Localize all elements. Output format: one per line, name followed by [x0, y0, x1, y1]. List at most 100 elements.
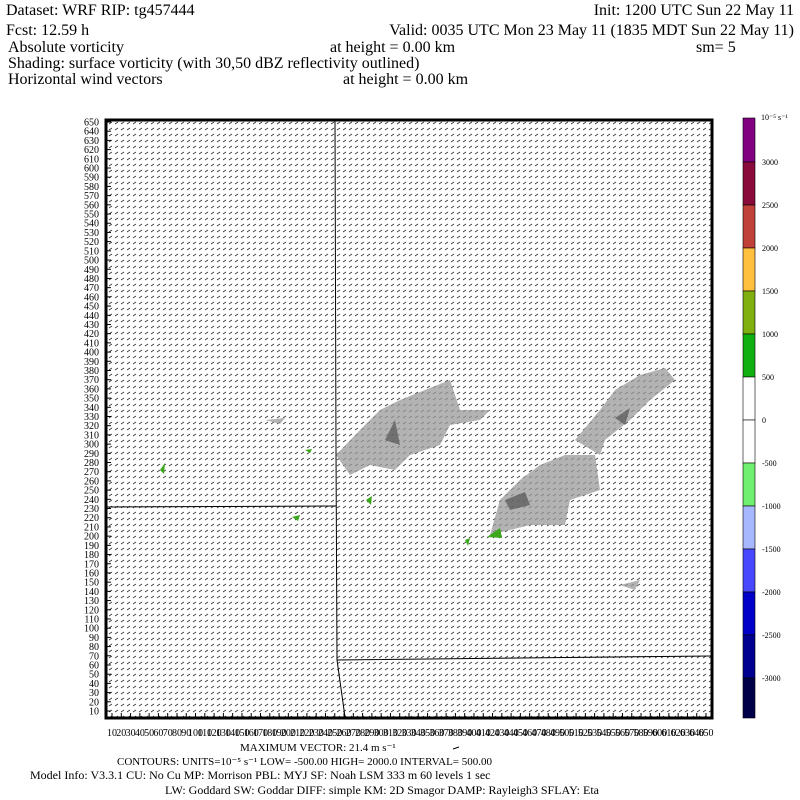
model-info: Model Info: V3.3.1 CU: No Cu MP: Morriso… — [30, 768, 490, 782]
strong-vorticity — [385, 408, 630, 510]
colorbar-label: 500 — [762, 373, 774, 382]
colorbar-segment — [742, 117, 756, 163]
valid-time: Valid: 0035 UTC Mon 23 May 11 (1835 MDT … — [389, 22, 794, 39]
colorbar-segment — [742, 591, 756, 636]
y-tick-label: 320 — [84, 421, 99, 432]
y-tick-label: 110 — [84, 614, 99, 625]
y-axis: 1020304050607080901001101201301401501601… — [84, 118, 111, 718]
x-tick-label: 160 — [244, 728, 259, 739]
y-tick-label: 510 — [84, 246, 99, 257]
y-tick-label: 200 — [84, 532, 99, 543]
y-tick-label: 480 — [84, 274, 99, 285]
y-tick-label: 420 — [84, 329, 99, 340]
x-tick-label: 40 — [135, 728, 145, 739]
y-tick-label: 50 — [89, 670, 99, 681]
y-tick-label: 10 — [89, 707, 99, 718]
y-tick-label: 560 — [84, 200, 99, 211]
y-tick-label: 450 — [84, 302, 99, 313]
y-tick-label: 590 — [84, 173, 99, 184]
y-tick-label: 20 — [89, 697, 99, 708]
x-tick-label: 230 — [309, 728, 324, 739]
x-tick-label: 500 — [559, 728, 574, 739]
colorbar-label: -500 — [762, 459, 777, 468]
y-tick-label: 160 — [84, 568, 99, 579]
x-tick-label: 290 — [364, 728, 379, 739]
x-tick-label: 20 — [116, 728, 126, 739]
y-tick-label: 370 — [84, 375, 99, 386]
x-tick-label: 550 — [606, 728, 621, 739]
plot-area — [104, 118, 714, 720]
max-vector-arrow — [452, 746, 460, 750]
x-tick-label: 590 — [643, 728, 658, 739]
x-tick-label: 490 — [550, 728, 565, 739]
y-tick-label: 80 — [89, 642, 99, 653]
x-tick-label: 220 — [299, 728, 314, 739]
y-tick-label: 220 — [84, 513, 99, 524]
y-tick-label: 630 — [84, 136, 99, 147]
contours-info: CONTOURS: UNITS=10⁻⁵ s⁻¹ LOW= -500.00 HI… — [117, 756, 493, 768]
x-tick-label: 90 — [181, 728, 191, 739]
dataset: Dataset: WRF RIP: tg457444 — [6, 2, 195, 19]
x-tick-label: 460 — [522, 728, 537, 739]
x-tick-label: 270 — [346, 728, 361, 739]
y-tick-label: 340 — [84, 403, 99, 414]
y-tick-label: 500 — [84, 256, 99, 267]
y-tick-label: 280 — [84, 458, 99, 469]
y-tick-label: 120 — [84, 605, 99, 616]
y-tick-label: 360 — [84, 384, 99, 395]
colorbar-segment — [742, 333, 756, 378]
colorbar-segment — [742, 247, 756, 292]
x-axis: 10 20 30 40 50 60 70 80 901001101201301401501601… — [107, 713, 714, 739]
y-tick-label: 150 — [84, 578, 99, 589]
x-tick-label: 30 — [126, 728, 136, 739]
colorbar: 3000 2500 2000 1500 1000 500 0 -500 -1000 -1500 -2… — [742, 117, 781, 719]
x-tick-label: 640 — [689, 728, 704, 739]
y-tick-label: 260 — [84, 476, 99, 487]
colorbar-label: 2000 — [762, 244, 778, 253]
x-tick-label: 170 — [253, 728, 268, 739]
y-tick-label: 180 — [84, 550, 99, 561]
x-tick-label: 430 — [494, 728, 509, 739]
y-tick-label: 40 — [89, 679, 99, 690]
colorbar-label: -3000 — [762, 674, 781, 683]
x-tick-label: 470 — [531, 728, 546, 739]
x-tick-label: 100 — [188, 728, 203, 739]
colorbar-segment — [742, 634, 756, 679]
y-tick-label: 90 — [89, 633, 99, 644]
y-tick-label: 440 — [84, 311, 99, 322]
colorbar-label: 2500 — [762, 201, 778, 210]
y-tick-label: 350 — [84, 394, 99, 405]
x-tick-label: 180 — [262, 728, 277, 739]
field1: Absolute vorticity — [8, 39, 124, 56]
x-tick-label: 610 — [661, 728, 676, 739]
y-tick-label: 390 — [84, 357, 99, 368]
x-tick-label: 50 — [144, 728, 154, 739]
y-tick-label: 640 — [84, 127, 99, 138]
y-tick-label: 240 — [84, 495, 99, 506]
y-tick-label: 610 — [84, 154, 99, 165]
colorbar-label: -2500 — [762, 631, 781, 640]
y-tick-label: 300 — [84, 440, 99, 451]
colorbar-segment — [742, 204, 756, 249]
x-tick-label: 360 — [429, 728, 444, 739]
y-tick-label: 550 — [84, 210, 99, 221]
physics-info: LW: Goddard SW: Goddar DIFF: simple KM: … — [165, 783, 600, 797]
max-vector: MAXIMUM VECTOR: 21.4 m s⁻¹ — [240, 742, 396, 754]
field2-height: at height = 0.00 km — [343, 71, 469, 88]
y-tick-label: 540 — [84, 219, 99, 230]
x-tick-label: 70 — [163, 728, 173, 739]
x-tick-label: 260 — [337, 728, 352, 739]
x-tick-label: 410 — [476, 728, 491, 739]
y-tick-label: 60 — [89, 660, 99, 671]
y-tick-label: 460 — [84, 292, 99, 303]
y-tick-label: 30 — [89, 688, 99, 699]
x-tick-label: 600 — [652, 728, 667, 739]
colorbar-label: -2000 — [762, 588, 781, 597]
forecast-hour: Fcst: 12.59 h — [6, 22, 89, 39]
y-tick-label: 70 — [89, 651, 99, 662]
x-tick-label: 440 — [504, 728, 519, 739]
x-tick-label: 530 — [587, 728, 602, 739]
x-tick-label: 570 — [624, 728, 639, 739]
x-tick-label: 210 — [290, 728, 305, 739]
